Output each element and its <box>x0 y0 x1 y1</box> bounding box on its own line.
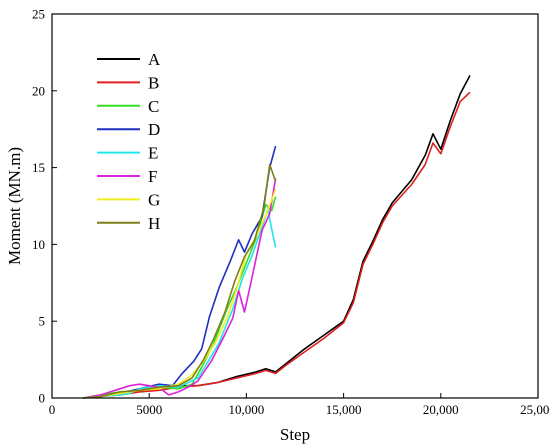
legend-label-e: E <box>148 144 158 163</box>
series-line-a <box>83 75 471 399</box>
series-line-c <box>82 196 277 399</box>
y-tick-label: 0 <box>39 391 46 406</box>
y-axis-label: Moment (MN.m) <box>5 147 24 265</box>
y-axis: 0 5 10 15 20 25 <box>32 7 57 406</box>
series-line-d <box>83 145 277 399</box>
y-tick-label: 10 <box>32 237 45 252</box>
x-axis-label: Step <box>280 425 310 444</box>
legend-label-f: F <box>148 167 157 186</box>
legend-label-a: A <box>148 50 161 69</box>
x-tick-label: 25,000 <box>520 402 550 417</box>
legend-label-h: H <box>148 214 160 233</box>
x-tick-label: 20,000 <box>423 402 459 417</box>
series-line-b <box>83 91 471 399</box>
y-tick-label: 15 <box>32 160 45 175</box>
legend-label-c: C <box>148 97 159 116</box>
y-tick-label: 5 <box>39 314 46 329</box>
legend-label-d: D <box>148 120 160 139</box>
x-axis: 0 5000 10,000 15,000 20,000 25,000 <box>49 393 550 417</box>
series-line-h <box>83 163 277 399</box>
x-tick-label: 0 <box>49 402 56 417</box>
x-tick-label: 15,000 <box>326 402 362 417</box>
series-line-e <box>83 208 277 399</box>
series-line-f <box>82 178 277 399</box>
series-line-g <box>83 188 277 399</box>
legend-label-b: B <box>148 73 159 92</box>
legend-label-g: G <box>148 190 160 209</box>
plot-frame <box>51 13 539 399</box>
y-tick-label: 20 <box>32 83 45 98</box>
series-lines <box>82 75 471 399</box>
x-tick-label: 5000 <box>136 402 162 417</box>
x-tick-label: 10,000 <box>229 402 265 417</box>
y-tick-label: 25 <box>32 7 45 22</box>
